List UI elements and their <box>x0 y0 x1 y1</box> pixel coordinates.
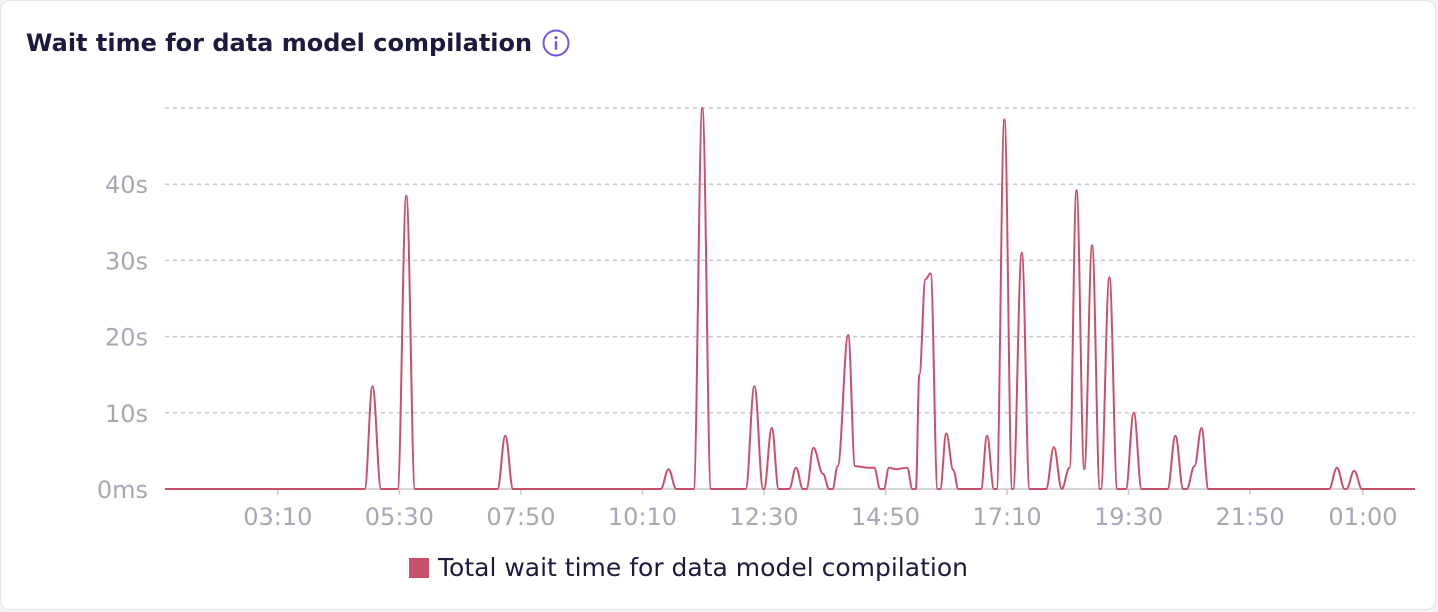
y-axis: 0ms 10s 20s 30s 40s <box>97 171 148 504</box>
x-tick-label: 07:50 <box>486 503 555 531</box>
grid-lines <box>165 107 1415 414</box>
x-tick-label: 14:50 <box>851 503 920 531</box>
y-tick-label: 0ms <box>97 476 148 504</box>
x-axis: 03:10 05:30 07:50 10:10 12:30 14:50 17:10 19:30… <box>165 488 1415 531</box>
x-tick-label: 12:30 <box>729 503 798 531</box>
x-tick-label: 21:50 <box>1215 503 1284 531</box>
x-tick-label: 10:10 <box>608 503 677 531</box>
x-tick-label: 03:10 <box>243 503 312 531</box>
y-tick-label: 30s <box>105 247 148 275</box>
x-tick-label: 01:00 <box>1328 503 1397 531</box>
title-row: Wait time for data model compilation <box>26 29 570 57</box>
y-tick-label: 10s <box>105 400 148 428</box>
x-tick-label: 17:10 <box>972 503 1041 531</box>
legend-label: Total wait time for data model compilati… <box>438 553 968 582</box>
series-layer <box>165 107 1415 491</box>
x-tick-label: 19:30 <box>1094 503 1163 531</box>
y-tick-label: 40s <box>105 171 148 199</box>
y-tick-label: 20s <box>105 324 148 352</box>
series-line-0[interactable] <box>165 107 1415 491</box>
info-icon[interactable] <box>542 29 570 57</box>
x-tick-label: 05:30 <box>365 503 434 531</box>
chart-title: Wait time for data model compilation <box>26 29 533 57</box>
legend[interactable]: Total wait time for data model compilati… <box>409 553 968 582</box>
legend-swatch <box>409 557 429 578</box>
